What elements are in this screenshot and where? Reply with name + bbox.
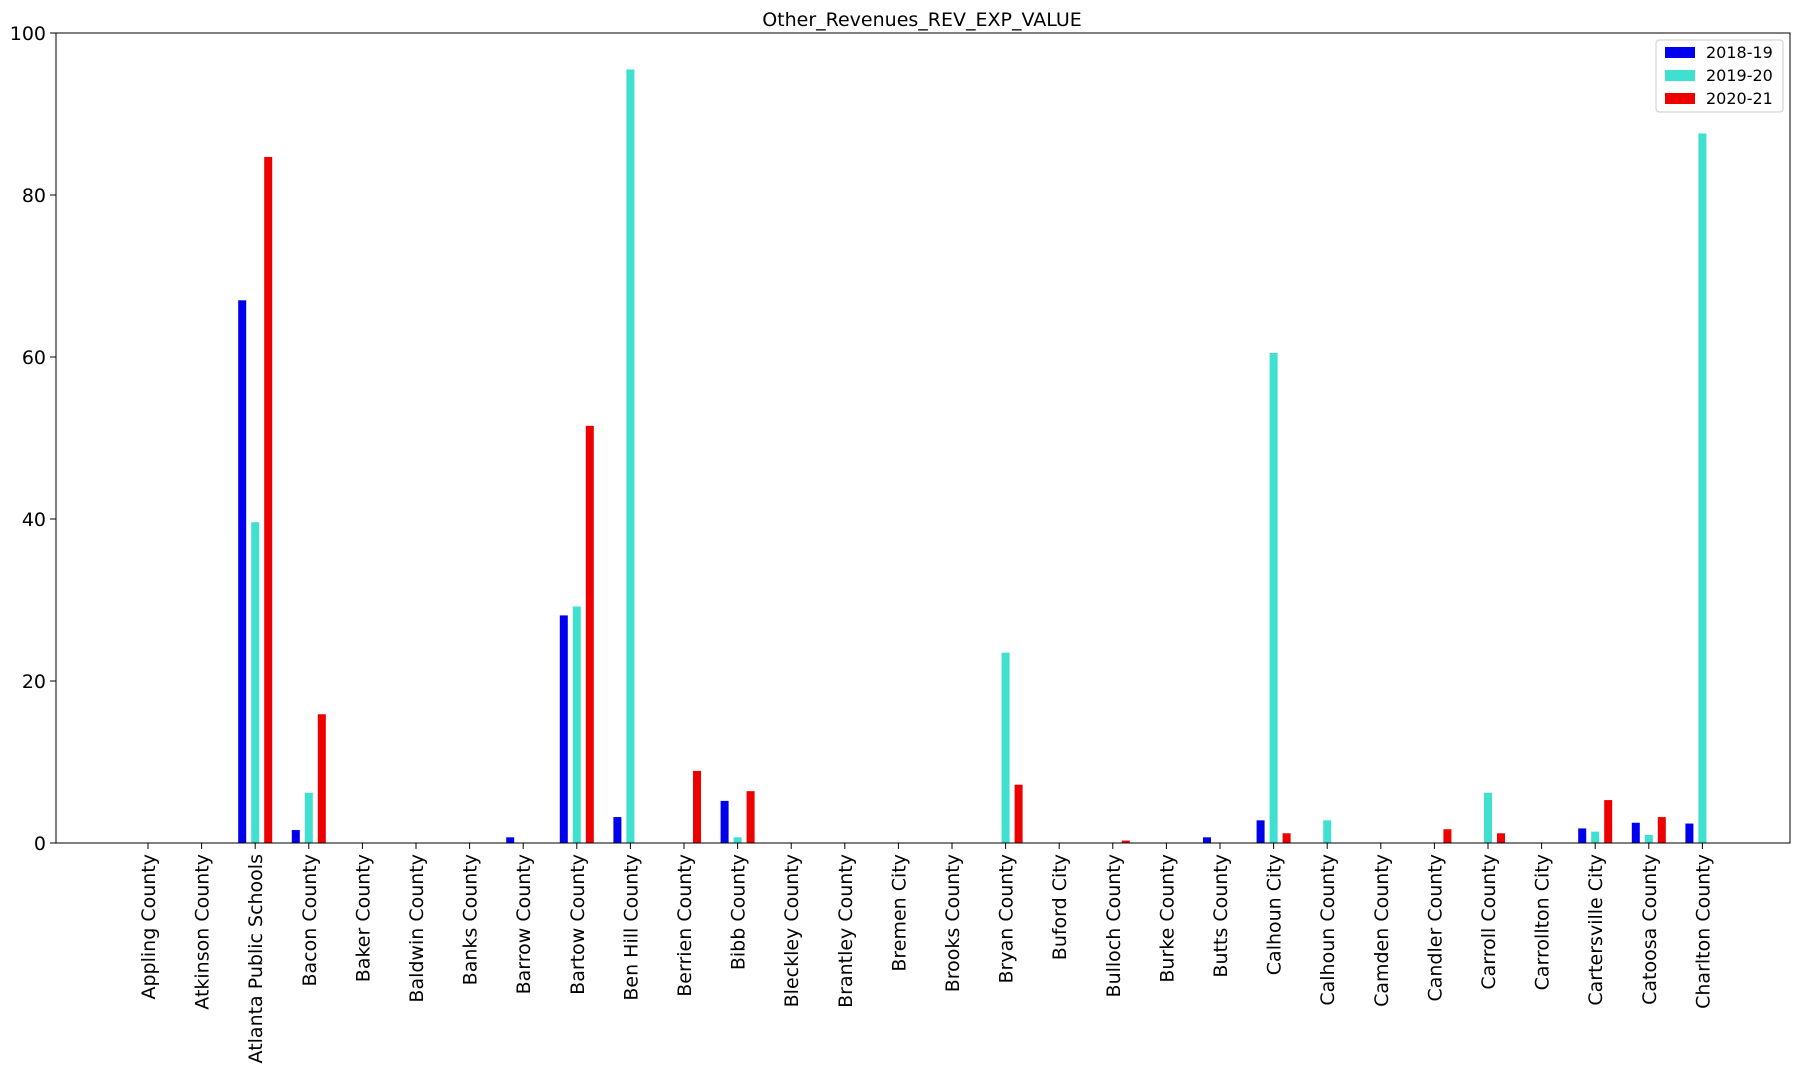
y-tick-label: 80: [22, 185, 46, 207]
bar-2019-20-calhoun-county: [1323, 820, 1332, 843]
bar-2018-19-barrow-county: [506, 837, 515, 843]
bar-2020-21-bibb-county: [746, 791, 755, 843]
x-tick-label: Bremen City: [888, 854, 910, 972]
x-tick-label: Appling County: [138, 854, 160, 1000]
x-tick-label: Buford City: [1049, 854, 1071, 960]
y-tick-label: 60: [22, 347, 46, 369]
bar-2018-19-atlanta-public-schools: [238, 300, 247, 843]
legend-swatch: [1665, 47, 1695, 58]
x-tick-label: Bulloch County: [1103, 854, 1125, 997]
bar-2019-20-cartersville-city: [1591, 831, 1600, 843]
bar-2019-20-atlanta-public-schools: [251, 522, 260, 843]
bar-2018-19-bibb-county: [720, 800, 729, 843]
bar-2020-21-bartow-county: [585, 425, 594, 843]
legend-swatch: [1665, 93, 1695, 104]
bar-2019-20-bacon-county: [304, 792, 313, 843]
bar-2018-19-bartow-county: [559, 615, 568, 843]
x-tick-label: Bacon County: [299, 854, 321, 987]
bar-2019-20-carroll-county: [1484, 792, 1492, 843]
y-tick-label: 20: [22, 671, 46, 693]
chart-title: Other_Revenues_REV_EXP_VALUE: [762, 9, 1082, 31]
bar-2020-21-carroll-county: [1497, 833, 1505, 843]
bar-2019-20-charlton-county: [1698, 133, 1707, 843]
bar-2018-19-cartersville-city: [1578, 828, 1587, 843]
x-tick-label: Cartersville City: [1585, 854, 1607, 1006]
bar-2020-21-cartersville-city: [1604, 800, 1613, 843]
bar-2018-19-charlton-county: [1685, 823, 1694, 843]
x-tick-label: Carroll County: [1478, 854, 1500, 990]
bar-2020-21-calhoun-city: [1282, 833, 1291, 843]
x-tick-label: Brooks County: [942, 854, 964, 992]
x-tick-label: Berrien County: [674, 854, 696, 997]
bar-2018-19-bacon-county: [291, 830, 300, 843]
x-tick-label: Ben Hill County: [620, 854, 642, 1001]
x-tick-label: Charlton County: [1692, 854, 1714, 1009]
x-tick-label: Barrow County: [513, 854, 535, 994]
x-tick-label: Atkinson County: [192, 854, 214, 1010]
bar-2020-21-atlanta-public-schools: [264, 156, 273, 843]
x-tick-label: Bleckley County: [781, 854, 803, 1007]
x-tick-label: Bibb County: [728, 854, 750, 970]
bars-layer: [238, 69, 1707, 843]
y-tick-label: 40: [22, 509, 46, 531]
bar-2019-20-ben-hill-county: [626, 69, 635, 843]
bar-2020-21-berrien-county: [693, 770, 701, 843]
bar-2020-21-catoosa-county: [1657, 817, 1666, 843]
bar-2019-20-bartow-county: [572, 606, 581, 843]
plot-frame: [55, 32, 1791, 844]
x-tick-label: Brantley County: [835, 854, 857, 1008]
legend-label: 2020-21: [1706, 89, 1773, 108]
x-tick-label: Calhoun County: [1317, 854, 1339, 1006]
bar-2018-19-catoosa-county: [1631, 822, 1640, 843]
bar-2020-21-bulloch-county: [1121, 840, 1130, 843]
x-tick-label: Calhoun City: [1264, 854, 1286, 975]
x-tick-label: Bartow County: [567, 854, 589, 995]
x-tick-label: Butts County: [1210, 854, 1232, 978]
x-tick-label: Candler County: [1424, 854, 1446, 1002]
bar-2019-20-bryan-county: [1001, 652, 1010, 843]
x-tick-label: Atlanta Public Schools: [245, 854, 267, 1063]
bar-2019-20-catoosa-county: [1644, 834, 1653, 843]
y-tick-label: 100: [10, 23, 46, 45]
bar-2020-21-candler-county: [1443, 829, 1452, 843]
x-tick-label: Carrollton City: [1532, 854, 1554, 990]
axes-layer: 0 20 40 60 80 100 Appling County Atkinson Count…: [10, 23, 1791, 1063]
x-tick-label: Bryan County: [996, 854, 1018, 983]
bar-2020-21-bacon-county: [317, 714, 326, 843]
bar-2020-21-bryan-county: [1014, 784, 1023, 843]
bar-2019-20-bibb-county: [733, 837, 742, 843]
x-tick-label: Baldwin County: [406, 854, 428, 1003]
x-tick-label: Camden County: [1371, 854, 1393, 1007]
x-tick-label: Catoosa County: [1639, 854, 1661, 1005]
bar-2019-20-calhoun-city: [1269, 352, 1278, 843]
legend-label: 2018-19: [1706, 43, 1773, 62]
x-tick-label: Banks County: [460, 854, 482, 985]
legend: 2018-19 2019-20 2020-21: [1655, 39, 1784, 113]
bar-2018-19-ben-hill-county: [613, 817, 622, 843]
legend-label: 2019-20: [1706, 66, 1773, 85]
x-tick-label: Burke County: [1156, 854, 1178, 983]
x-tick-label: Baker County: [352, 854, 374, 982]
bar-2018-19-calhoun-city: [1256, 820, 1265, 843]
legend-swatch: [1665, 70, 1695, 81]
y-tick-label: 0: [34, 833, 46, 855]
bar-2018-19-butts-county: [1203, 837, 1211, 843]
